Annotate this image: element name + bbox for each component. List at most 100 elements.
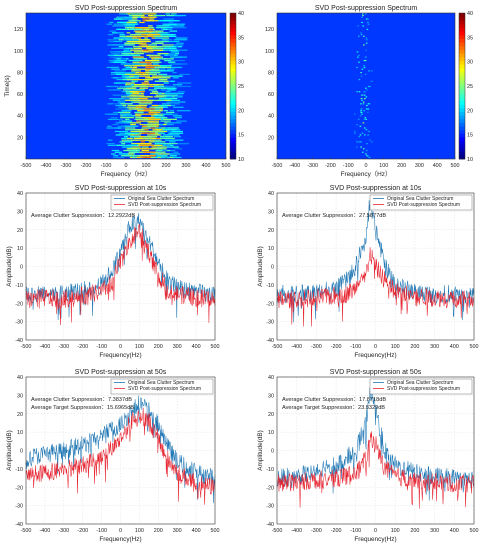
heatmap-cell xyxy=(160,106,169,108)
heatmap-cell xyxy=(109,30,116,32)
y-tick-label: 20 xyxy=(17,228,23,234)
heatmap-cell xyxy=(154,58,167,60)
heatmap-cell xyxy=(144,59,155,62)
heatmap-cell xyxy=(162,149,168,152)
heatmap-cell xyxy=(130,94,145,96)
colorbar-segment xyxy=(459,107,465,112)
heatmap-cell xyxy=(142,73,152,75)
y-axis-label: Amplitude(dB) xyxy=(6,430,13,471)
chart-title: SVD Post-suppression Spectrum xyxy=(75,5,177,12)
y-tick-label: 0 xyxy=(20,265,23,271)
y-tick-label: 10 xyxy=(17,246,23,252)
x-tick-label: -500 xyxy=(272,344,283,350)
heatmap-cell xyxy=(365,118,367,120)
heatmap-cell xyxy=(137,151,149,153)
y-tick-label: 10 xyxy=(268,430,274,436)
x-tick-label: -400 xyxy=(40,344,51,350)
heatmap-cell xyxy=(121,96,127,98)
heatmap-cell xyxy=(107,118,119,120)
heatmap-cell xyxy=(143,108,152,110)
colorbar-segment xyxy=(230,13,236,18)
heatmap-cell xyxy=(358,91,361,93)
colorbar-tick-label: 25 xyxy=(467,84,473,90)
heatmap-cell xyxy=(148,25,153,27)
legend-entry: SVD Post-suppression Spectrum xyxy=(387,386,460,392)
heatmap-cell xyxy=(126,108,139,110)
colorbar-segment xyxy=(230,78,236,83)
y-tick-label: 20 xyxy=(268,412,274,418)
heatmap-cell xyxy=(171,99,180,101)
heatmap-cell xyxy=(163,49,173,51)
heatmap-cell xyxy=(161,27,166,29)
colorbar-tick-label: 20 xyxy=(238,108,244,114)
heatmap-cell xyxy=(173,106,184,108)
heatmap-cell xyxy=(140,139,150,141)
colorbar-tick-label: 25 xyxy=(238,84,244,90)
heatmap-cell xyxy=(173,23,186,25)
x-tick-label: -400 xyxy=(40,528,51,534)
heatmap-cell xyxy=(121,120,131,122)
heatmap-cell xyxy=(177,44,183,46)
colorbar-frame xyxy=(229,12,237,160)
colorbar-segment xyxy=(459,56,465,61)
heatmap-cell xyxy=(366,104,368,107)
heatmap-cell xyxy=(361,13,364,15)
plot-frame xyxy=(25,192,216,341)
x-tick-label: -500 xyxy=(21,163,32,169)
heatmap-cell xyxy=(129,75,134,77)
x-tick-label: -500 xyxy=(21,528,32,534)
heatmap-cell xyxy=(123,106,138,108)
heatmap-cell xyxy=(158,25,170,27)
colorbar-segment xyxy=(230,155,236,160)
heatmap-cell xyxy=(354,130,356,133)
series-line-original xyxy=(276,386,475,501)
heatmap-cell xyxy=(151,46,158,48)
heatmap-cell xyxy=(127,148,138,150)
heatmap-cell xyxy=(364,127,366,129)
heatmap-cell xyxy=(122,127,127,129)
colorbar-segment xyxy=(230,89,236,94)
heatmap-cell xyxy=(120,103,133,105)
heatmap-cell xyxy=(360,32,362,34)
colorbar-segment xyxy=(230,93,236,98)
heatmap-cell xyxy=(168,53,176,55)
heatmap-cell xyxy=(172,72,177,74)
y-tick-label: 60 xyxy=(17,92,23,98)
colorbar-segment xyxy=(230,151,236,156)
heatmap-cell xyxy=(145,139,154,141)
heatmap-cell xyxy=(127,153,134,155)
heatmap-cell xyxy=(164,27,174,29)
heatmap-cell xyxy=(152,59,160,62)
heatmap-cell xyxy=(172,27,187,29)
x-tick-label: -300 xyxy=(307,163,318,169)
x-tick-label: -400 xyxy=(291,528,302,534)
heatmap-cell xyxy=(132,98,139,100)
x-tick-label: -500 xyxy=(272,528,283,534)
heatmap-cell xyxy=(169,30,178,32)
legend-entry: SVD Post-suppression Spectrum xyxy=(128,202,201,208)
heatmap-cell xyxy=(162,58,174,60)
heatmap-cell xyxy=(124,99,139,101)
heatmap-cell xyxy=(126,155,141,157)
colorbar-segment xyxy=(459,144,465,149)
heatmap-cell xyxy=(360,98,363,100)
y-tick-label: 0 xyxy=(271,449,274,455)
heatmap-cell xyxy=(133,58,147,60)
heatmap-cell xyxy=(143,130,158,133)
heatmap-cell xyxy=(148,120,159,122)
heatmap-cell xyxy=(366,28,369,30)
heatmap-cell xyxy=(148,111,161,114)
heatmap-cell xyxy=(358,61,360,63)
heatmap-cell xyxy=(125,85,138,88)
heatmap-cell xyxy=(164,25,177,27)
heatmap-cell xyxy=(116,156,125,159)
x-tick-label: 300 xyxy=(182,163,191,169)
heatmap-cell xyxy=(153,87,161,89)
heatmap-cell xyxy=(159,146,169,148)
heatmap-cell xyxy=(122,115,136,117)
colorbar-tick-label: 30 xyxy=(238,60,244,66)
heatmap-cell xyxy=(152,127,159,129)
heatmap-cell xyxy=(166,87,177,89)
heatmap-cell xyxy=(144,136,158,138)
heatmap-cell xyxy=(151,146,157,148)
